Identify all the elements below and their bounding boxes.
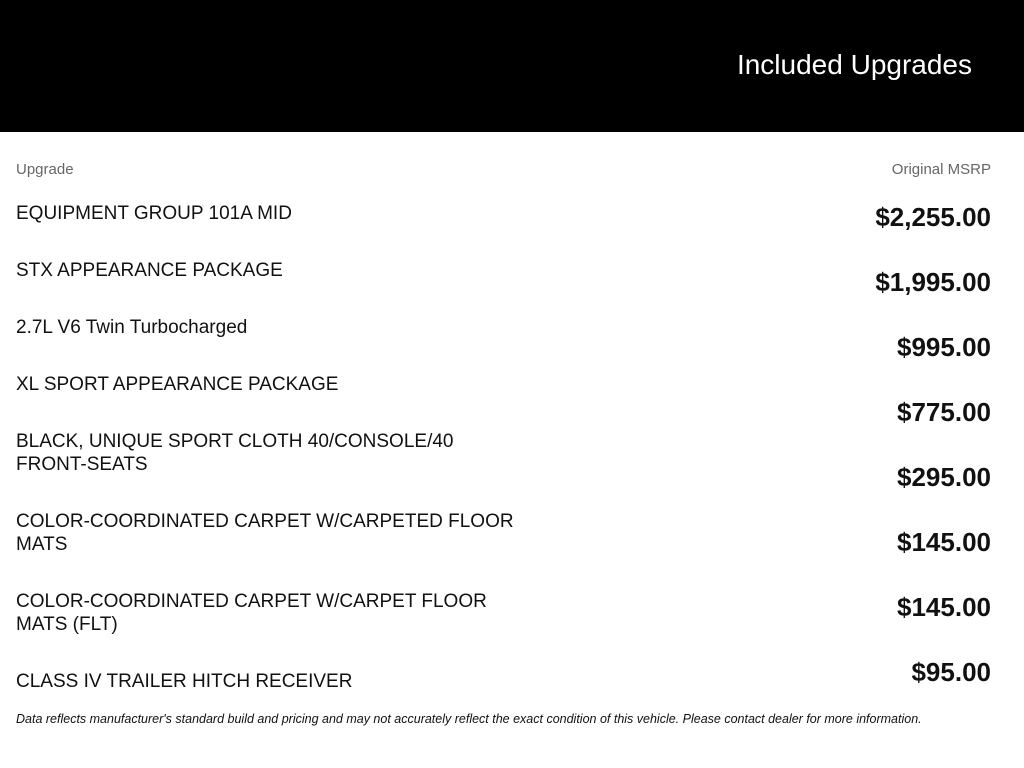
upgrade-price: $295.00: [897, 462, 991, 492]
upgrade-price: $145.00: [897, 527, 991, 557]
page-title: Included Upgrades: [736, 49, 972, 80]
upgrade-price: $2,255.00: [875, 202, 991, 232]
header-bar: Included Upgrades: [0, 0, 1024, 132]
upgrade-column-header: Upgrade: [16, 161, 74, 178]
upgrade-price: $1,995.00: [875, 267, 991, 297]
upgrade-name: COLOR-COORDINATED CARPET W/CARPET FLOOR …: [16, 591, 487, 635]
upgrade-price: $775.00: [897, 397, 991, 427]
upgrade-name: STX APPEARANCE PACKAGE: [16, 260, 283, 281]
upgrade-name: BLACK, UNIQUE SPORT CLOTH 40/CONSOLE/40 …: [16, 431, 454, 475]
disclaimer-note: Data reflects manufacturer's standard bu…: [16, 712, 922, 726]
upgrade-name: XL SPORT APPEARANCE PACKAGE: [16, 374, 339, 395]
upgrade-price: $145.00: [897, 592, 991, 622]
upgrade-name: EQUIPMENT GROUP 101A MID: [16, 203, 292, 224]
upgrade-name: COLOR-COORDINATED CARPET W/CARPETED FLOO…: [16, 511, 514, 555]
upgrade-price: $95.00: [911, 657, 991, 687]
upgrade-price: $995.00: [897, 332, 991, 362]
msrp-column-header: Original MSRP: [891, 161, 991, 178]
upgrade-name: CLASS IV TRAILER HITCH RECEIVER: [16, 671, 353, 692]
upgrade-name: 2.7L V6 Twin Turbocharged: [16, 317, 248, 338]
